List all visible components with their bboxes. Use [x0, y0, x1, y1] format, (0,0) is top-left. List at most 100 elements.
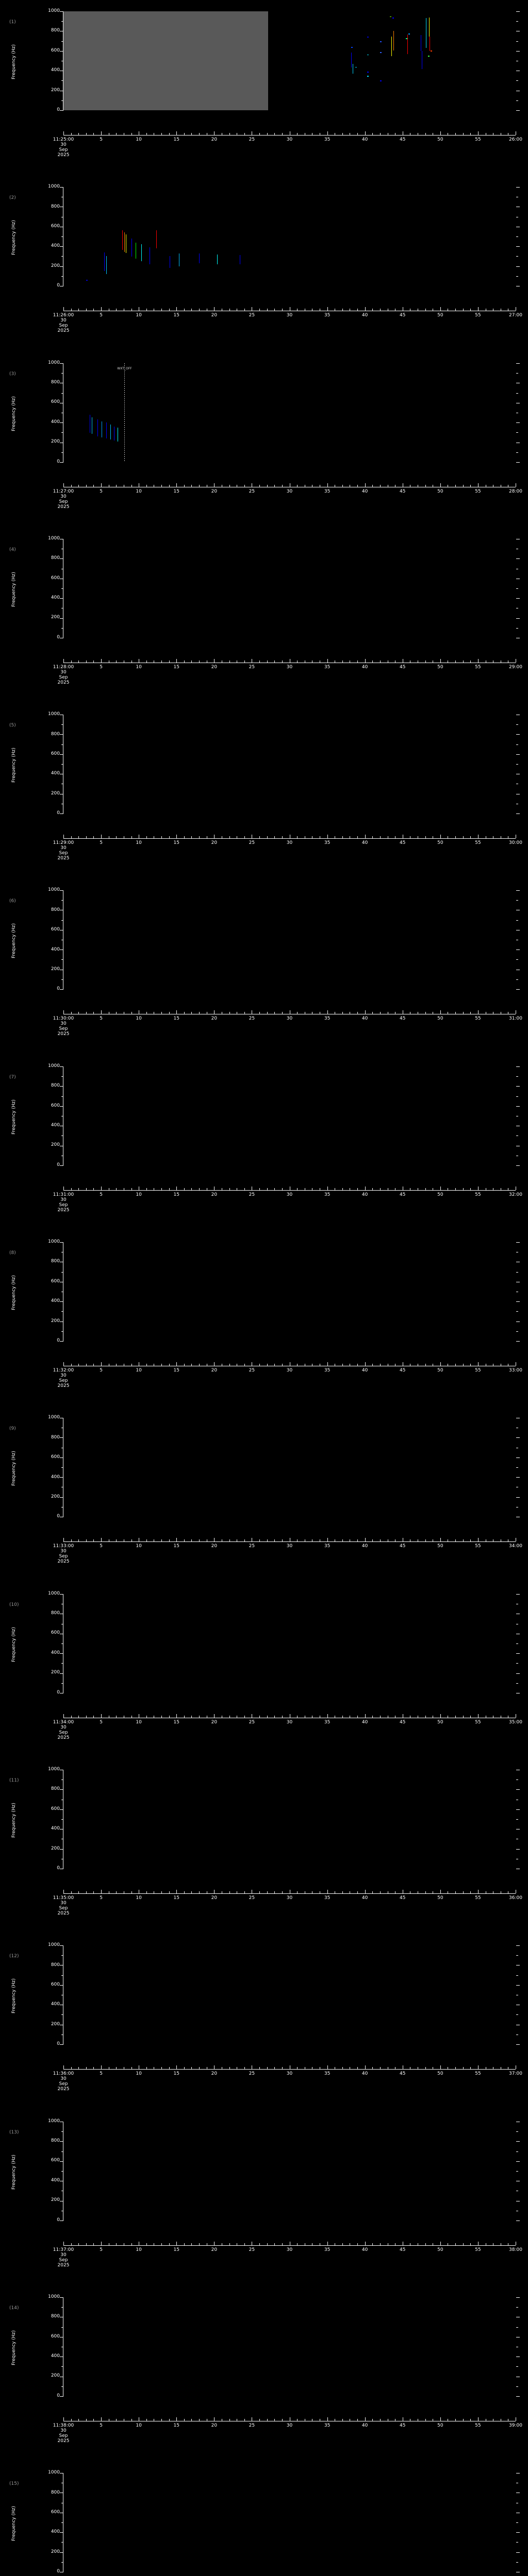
x-tick-minor: [86, 309, 87, 311]
y-tick-minor: [61, 979, 63, 980]
x-axis-date-line: 30: [60, 2076, 67, 2082]
x-tick-minor: [259, 133, 260, 135]
y-tick-label: 600: [51, 1806, 60, 1811]
x-tick-minor: [455, 2243, 456, 2245]
x-axis-date-label: 30 Sep 2025: [43, 1725, 84, 1740]
x-tick-minor: [199, 309, 200, 311]
y-tick-major: [60, 11, 63, 12]
x-tick-major: [365, 658, 366, 663]
y-tick-major-right: [516, 1242, 520, 1243]
x-tick-minor: [184, 1715, 185, 1718]
x-tick-minor: [244, 1012, 245, 1014]
x-tick-minor: [184, 2067, 185, 2070]
y-tick-label: 600: [51, 751, 60, 756]
x-tick-major: [101, 1889, 102, 1893]
x-tick-major: [101, 658, 102, 663]
x-tick-minor: [169, 1715, 170, 1718]
y-axis-title: Frequency (Hz): [11, 1626, 16, 1662]
x-tick-minor: [470, 309, 471, 311]
x-tick-major: [176, 658, 177, 663]
x-tick-minor: [455, 484, 456, 487]
x-axis-date-line: 30: [60, 845, 67, 851]
x-tick-major: [365, 483, 366, 487]
x-tick-minor: [297, 1891, 298, 1893]
y-tick-label: 600: [51, 1982, 60, 1988]
x-tick-minor: [425, 836, 426, 839]
x-tick-label: 5: [100, 664, 103, 670]
y-tick-label: 200: [51, 1142, 60, 1148]
x-tick-minor: [463, 1188, 464, 1190]
x-tick-major: [101, 2417, 102, 2421]
y-tick-minor-right: [516, 1683, 518, 1684]
x-tick-minor: [470, 1539, 471, 1542]
panel-1: 0 200 400 600 800 1000 Frequency (Hz) (1) 11:25:…: [0, 0, 528, 176]
y-tick-minor-right: [516, 21, 518, 22]
y-tick-label: 200: [51, 1318, 60, 1324]
x-tick-minor: [455, 660, 456, 663]
y-tick-minor-right: [516, 959, 518, 960]
y-tick-label: 800: [51, 731, 60, 737]
x-tick-label: 15: [173, 664, 179, 670]
panel-2: 0 200 400 600 800 1000 Frequency (Hz) (2) 11:26:…: [0, 176, 528, 351]
y-tick-minor: [61, 80, 63, 81]
x-tick-label: 5: [100, 1719, 103, 1725]
x-tick-minor: [282, 1012, 283, 1014]
x-tick-minor: [116, 1188, 117, 1190]
y-tick-major: [60, 2141, 63, 2142]
x-tick-minor: [161, 1188, 162, 1190]
x-tick-minor: [146, 836, 147, 839]
x-tick-label: 30: [286, 2422, 293, 2428]
y-tick-label: 800: [51, 379, 60, 385]
x-axis-date-label: 30 Sep 2025: [43, 2428, 84, 2444]
y-tick-label: 800: [51, 1611, 60, 1616]
y-tick-major: [60, 1594, 63, 1595]
x-tick-label: 15: [173, 1368, 179, 1374]
x-tick-label: 55: [475, 2071, 481, 2077]
x-tick-minor: [93, 1364, 94, 1366]
y-tick-major-right: [516, 266, 520, 267]
panel-index-label: (13): [9, 2129, 19, 2135]
x-tick-label: 25: [249, 840, 255, 846]
x-tick-minor: [274, 2067, 275, 2070]
y-tick-major: [60, 1849, 63, 1850]
y-tick-minor-right: [516, 628, 518, 629]
y-tick-minor: [61, 920, 63, 921]
y-tick-major: [60, 1673, 63, 1674]
x-tick-label: 40: [361, 1719, 368, 1725]
x-tick-minor: [184, 309, 185, 311]
y-tick-minor: [61, 1331, 63, 1332]
x-tick-label: 40: [361, 488, 368, 494]
x-tick-label: 55: [475, 1895, 481, 1901]
y-tick-major-right: [516, 187, 520, 188]
x-tick-label: 40: [361, 137, 368, 142]
y-tick-minor: [61, 1467, 63, 1468]
x-tick-label: 30: [286, 1192, 293, 1197]
data-trace: [431, 50, 432, 52]
y-tick-label: 200: [51, 967, 60, 972]
y-tick-label: 800: [51, 1962, 60, 1968]
y-tick-minor: [61, 432, 63, 433]
x-tick-minor: [116, 836, 117, 839]
x-tick-label: 45: [400, 2247, 406, 2252]
x-tick-minor: [470, 484, 471, 487]
x-tick-minor: [455, 1715, 456, 1718]
x-tick-minor: [342, 2418, 343, 2421]
x-tick-minor: [274, 133, 275, 135]
y-tick-label: 1000: [48, 1415, 60, 1420]
x-tick-minor: [425, 1364, 426, 1366]
x-tick-major: [101, 131, 102, 135]
panel-index-label: (6): [9, 899, 16, 904]
y-tick-major-right: [516, 2396, 520, 2397]
y-tick-label: 600: [51, 399, 60, 405]
x-tick-minor: [342, 1891, 343, 1893]
panel-10: 0 200 400 600 800 1000 Frequency (Hz) (10) 11:34…: [0, 1583, 528, 1758]
y-axis-title: Frequency (Hz): [11, 572, 16, 607]
y-tick-minor-right: [516, 432, 518, 433]
y-tick-label: 400: [51, 1474, 60, 1480]
x-tick-label: 20: [211, 1016, 218, 1022]
y-tick-minor-right: [516, 1955, 518, 1956]
x-tick-minor: [191, 1364, 192, 1366]
x-tick-minor: [146, 2418, 147, 2421]
panel-5: 0 200 400 600 800 1000 Frequency (Hz) (5) 11:29:…: [0, 703, 528, 879]
y-tick-major-right: [516, 2552, 520, 2553]
